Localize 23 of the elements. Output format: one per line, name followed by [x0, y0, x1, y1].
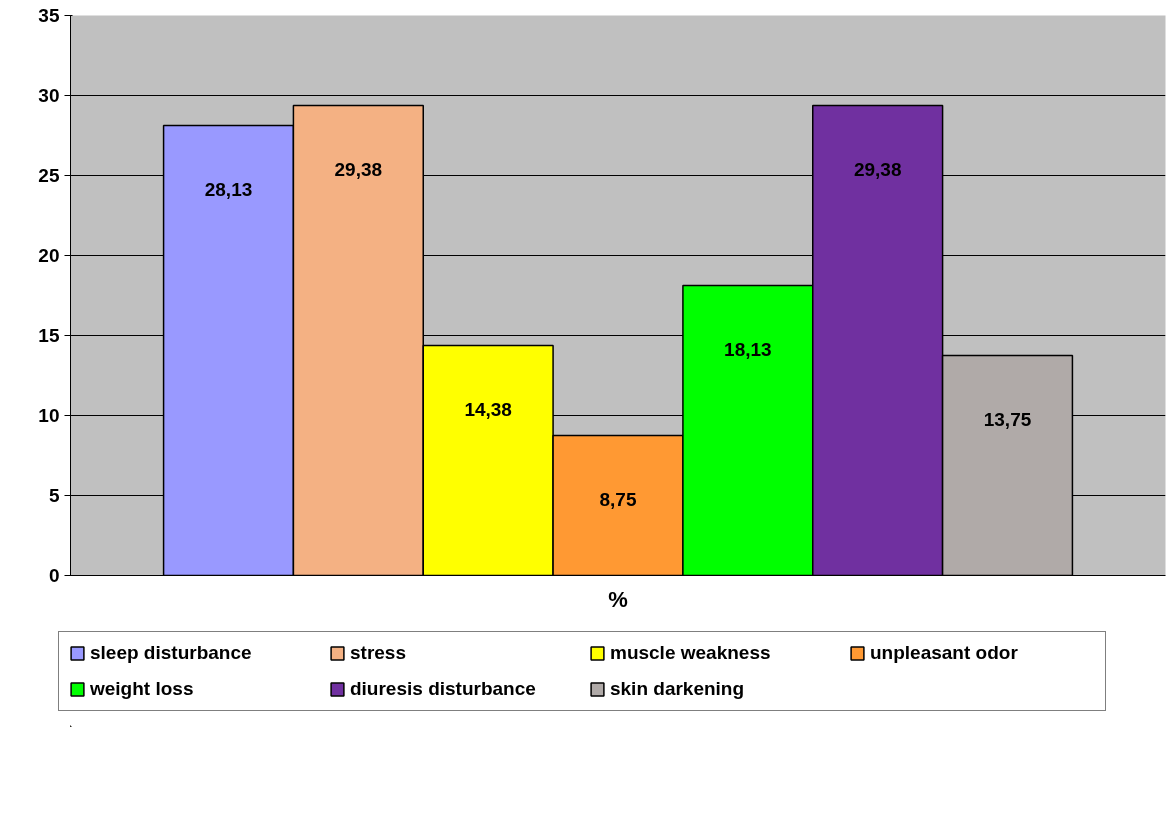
data-label: 29,38	[853, 158, 902, 180]
x-axis-title: %	[608, 586, 628, 612]
data-label: 14,38	[464, 398, 512, 420]
data-label: 29,38	[334, 158, 383, 180]
y-tick-label: 15	[38, 325, 60, 346]
legend-label: diuresis disturbance	[349, 678, 537, 700]
legend-label: unpleasant odor	[869, 642, 1019, 664]
y-tick-label: 20	[38, 245, 60, 266]
y-tick-label: 35	[38, 5, 60, 26]
y-tick-label: 25	[38, 165, 60, 186]
legend-label: stress	[349, 642, 407, 664]
y-tick-label: 30	[38, 85, 60, 106]
y-tick-label: 0	[48, 565, 60, 586]
legend-label: weight loss	[89, 678, 195, 700]
y-tick-label: 5	[48, 485, 60, 506]
data-label: 28,13	[204, 178, 253, 200]
y-tick-label: 10	[38, 405, 60, 426]
legend-label: skin darkening	[609, 678, 746, 700]
legend-label: sleep disturbance	[89, 642, 253, 664]
data-label: 18,13	[724, 338, 772, 360]
data-label: 8,75	[599, 489, 637, 510]
legend-label: muscle weakness	[609, 642, 772, 664]
data-label: 13,75	[983, 409, 1032, 430]
